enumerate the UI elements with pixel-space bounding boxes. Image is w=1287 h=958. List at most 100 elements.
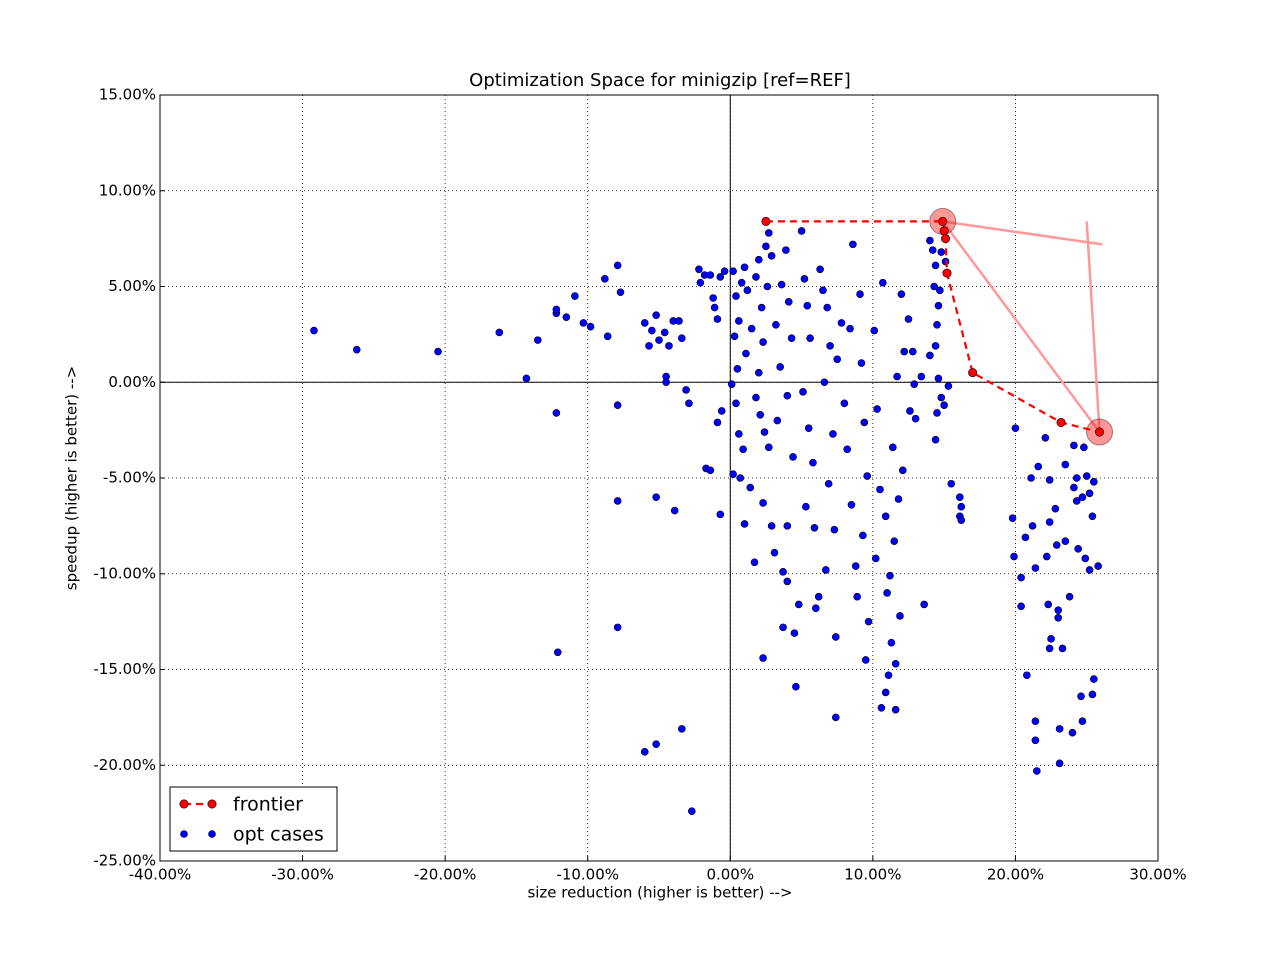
point	[843, 445, 851, 454]
y-tick-label: -10.00%	[93, 564, 156, 582]
x-tick-label: -20.00%	[414, 866, 477, 884]
point	[1054, 606, 1062, 614]
point	[1094, 562, 1102, 570]
frontier-point	[1095, 427, 1105, 437]
point	[750, 558, 759, 567]
point	[1055, 725, 1064, 733]
point	[928, 246, 937, 254]
point	[777, 280, 786, 289]
frontier-point	[938, 216, 948, 226]
point	[816, 265, 824, 274]
point	[871, 554, 880, 563]
point	[652, 740, 660, 748]
point	[857, 359, 866, 367]
point	[1045, 476, 1054, 484]
y-tick-label: 5.00%	[108, 277, 156, 295]
point	[760, 428, 769, 436]
point	[1061, 537, 1070, 545]
point	[735, 317, 743, 325]
point	[896, 612, 904, 620]
point	[742, 349, 750, 358]
point	[877, 703, 886, 712]
point	[522, 374, 531, 383]
point	[534, 336, 542, 344]
point	[1065, 592, 1074, 601]
point	[727, 380, 736, 388]
point	[804, 424, 813, 433]
point	[819, 286, 827, 295]
point	[947, 479, 956, 488]
point	[837, 319, 846, 327]
x-tick-label: 20.00%	[987, 866, 1044, 884]
y-axis-label: speedup (higher is better) -->	[63, 366, 81, 591]
point	[809, 458, 817, 467]
point	[956, 493, 964, 501]
point	[652, 493, 660, 501]
point	[1085, 489, 1094, 498]
point	[706, 271, 715, 279]
point	[783, 577, 792, 586]
x-tick-label: -40.00%	[129, 866, 192, 884]
point	[1031, 717, 1040, 726]
point	[616, 288, 625, 297]
point	[957, 502, 966, 511]
point	[603, 332, 612, 341]
point	[1085, 566, 1094, 574]
point	[696, 278, 705, 287]
frontier-point	[939, 226, 949, 236]
point	[799, 388, 807, 396]
point	[831, 713, 840, 722]
plot-frame	[159, 94, 1159, 862]
point	[917, 372, 926, 381]
point	[739, 445, 747, 454]
point	[640, 319, 649, 327]
point	[1058, 644, 1067, 653]
point	[814, 592, 823, 601]
point	[695, 265, 703, 274]
point	[754, 368, 763, 377]
point	[1017, 602, 1025, 611]
point	[1031, 564, 1040, 572]
point	[934, 374, 943, 383]
x-tick-label: 30.00%	[1129, 866, 1186, 884]
point	[662, 378, 670, 387]
point	[934, 301, 943, 310]
point	[1027, 474, 1035, 482]
legend-label: opt cases	[233, 824, 324, 846]
point	[562, 313, 571, 321]
point	[1061, 460, 1070, 469]
point	[823, 303, 832, 312]
point	[894, 495, 903, 503]
point	[675, 317, 683, 325]
point	[579, 319, 588, 327]
point	[670, 506, 679, 515]
point	[772, 320, 780, 329]
point	[829, 430, 837, 438]
point	[812, 604, 820, 613]
point	[1008, 514, 1017, 523]
point	[762, 242, 770, 251]
x-tick-label: 10.00%	[844, 866, 901, 884]
point	[900, 347, 909, 356]
point	[1080, 443, 1088, 452]
point	[891, 659, 900, 668]
point	[944, 382, 953, 390]
point	[1041, 433, 1050, 442]
point	[1074, 545, 1082, 553]
x-tick-label: 0.00%	[706, 866, 754, 884]
point	[763, 282, 772, 291]
point	[840, 399, 849, 408]
point	[940, 401, 948, 410]
point	[767, 522, 776, 530]
point	[713, 315, 722, 323]
point	[1028, 522, 1037, 530]
point	[1017, 573, 1025, 582]
point	[920, 600, 928, 609]
point	[853, 592, 861, 601]
point	[552, 409, 561, 417]
point	[783, 391, 792, 400]
point	[883, 589, 891, 597]
point	[779, 623, 787, 632]
point	[756, 411, 765, 419]
point	[1088, 690, 1097, 699]
